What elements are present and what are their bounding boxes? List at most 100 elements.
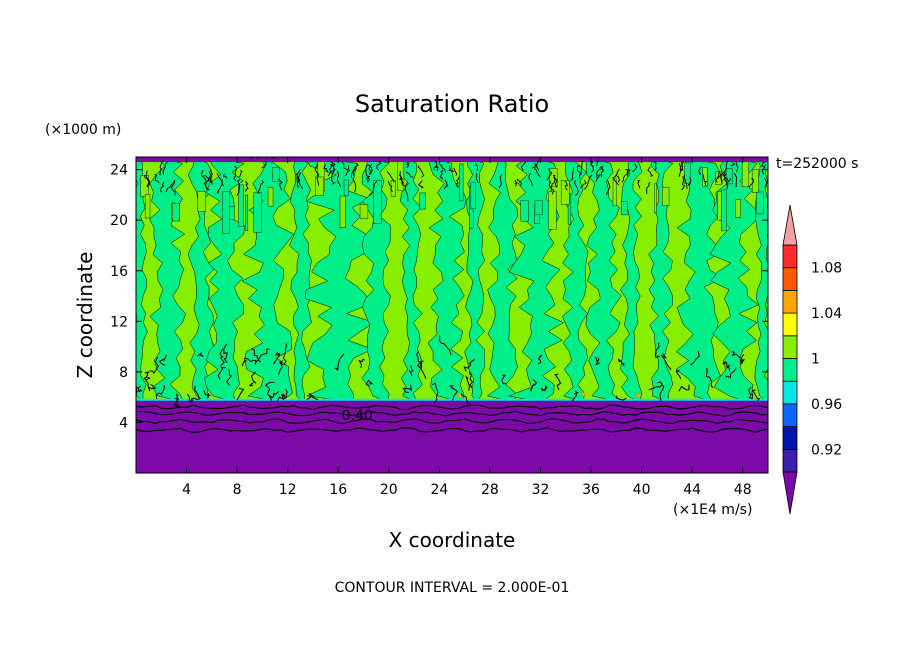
contour-scribble: [216, 179, 223, 194]
contour-scribble: [222, 173, 228, 179]
contour-scribble: [376, 160, 382, 171]
y-axis-ticks: 4 8 12 16 20 24: [110, 163, 768, 431]
field-streak: [390, 180, 396, 197]
field-streak: [725, 168, 733, 185]
contour-scribble: [718, 171, 724, 185]
y-tick-label: 8: [119, 365, 128, 381]
contour-scribble: [251, 371, 257, 384]
contour-scribble: [165, 179, 176, 192]
contour-scribble: [552, 174, 558, 188]
x-axis-label: X coordinate: [389, 528, 516, 552]
field-streak: [359, 204, 369, 219]
contour-scribble: [236, 387, 245, 401]
field-spot: [582, 392, 587, 396]
contour-scribble: [680, 176, 685, 191]
colorbar: 0.92 0.96 1 1.04 1.08: [782, 204, 842, 515]
contour-scribble: [516, 178, 523, 186]
contour-scribble: [680, 160, 684, 172]
field-streak: [548, 191, 557, 230]
contour-scribble: [405, 162, 411, 168]
contour-interval-note: CONTOUR INTERVAL = 2.000E-01: [335, 580, 570, 596]
field-streak: [717, 191, 722, 221]
x-tick-label: 4: [182, 482, 191, 498]
contour-scribble: [365, 379, 374, 387]
contour-scribble: [576, 165, 582, 175]
field-streak: [560, 180, 570, 205]
x-tick-label: 44: [683, 482, 701, 498]
contour-scribble: [278, 360, 284, 376]
contour-scribble: [675, 369, 682, 380]
contour-scribble: [402, 384, 412, 393]
contour-scribble: [261, 160, 267, 169]
x-tick-label: 8: [233, 482, 242, 498]
contour-scribble: [599, 166, 604, 177]
contour-scribble: [657, 381, 665, 401]
contour-scribble: [358, 358, 365, 368]
contour-scribble: [144, 371, 150, 378]
field-spot: [458, 394, 463, 397]
contour-scribble: [625, 169, 631, 177]
contour-scribble: [276, 393, 286, 402]
contour-scribble: [294, 168, 301, 182]
field-spot: [636, 394, 641, 397]
contour-scribble: [648, 382, 663, 391]
contour-scribble: [418, 165, 425, 178]
colorbar-segment: [782, 289, 798, 314]
y-tick-label: 24: [110, 163, 128, 179]
contour-scribble: [534, 163, 540, 171]
contour-scribble: [653, 161, 657, 171]
colorbar-label: 0.96: [811, 397, 842, 413]
contour-scribble: [453, 167, 457, 176]
field-streak: [702, 167, 708, 187]
contour-scribble: [725, 367, 737, 379]
contour-label: 0.40: [342, 408, 373, 424]
contour-scribble: [208, 169, 213, 185]
field-streak: [751, 169, 759, 193]
contour-line: [136, 404, 768, 411]
contour-scribble: [596, 165, 604, 180]
contour-scribble: [751, 389, 761, 401]
contour-scribble: [404, 181, 409, 202]
contour-scribble: [748, 177, 754, 188]
contour-scribble: [323, 164, 329, 173]
x-tick-label: 40: [633, 482, 651, 498]
contour-scribble: [595, 356, 600, 366]
contour-scribble: [439, 335, 452, 356]
contour-scribble: [433, 161, 438, 171]
contour-scribble: [730, 162, 736, 167]
chart-title: Saturation Ratio: [355, 90, 549, 118]
field-streak: [459, 163, 464, 202]
x-tick-label: 48: [734, 482, 752, 498]
field-streak: [315, 176, 324, 196]
contour-scribble: [282, 343, 288, 366]
contour-scribble: [660, 352, 672, 371]
contour-scribble: [201, 169, 208, 183]
field-streak: [267, 187, 274, 207]
contour-scribble: [296, 176, 301, 189]
contour-scribble: [365, 164, 370, 182]
contour-scribble: [243, 357, 257, 365]
contour-scribble: [595, 174, 602, 182]
field-streak: [172, 203, 180, 222]
colorbar-segment: [782, 403, 798, 427]
x-tick-label: 12: [279, 482, 297, 498]
contour-scribble: [255, 348, 270, 363]
contour-scribble: [460, 392, 472, 405]
contour-scribble: [432, 382, 439, 404]
contour-line: [136, 418, 768, 424]
y-axis-label: Z coordinate: [73, 252, 97, 379]
field-streak: [222, 191, 230, 234]
contour-scribble: [646, 181, 651, 195]
contour-scribble: [233, 165, 238, 182]
x-tick-label: 32: [532, 482, 550, 498]
contour-scribble: [327, 163, 335, 177]
field-streak: [756, 191, 764, 215]
contour-scribble: [654, 342, 660, 359]
contour-scribble: [408, 365, 414, 377]
contour-scribble: [455, 177, 460, 188]
contour-scribble: [267, 390, 280, 401]
contour-scribble: [238, 170, 243, 178]
colorbar-segment: [782, 312, 798, 337]
field-streak: [534, 200, 543, 215]
contour-scribble: [306, 392, 318, 401]
